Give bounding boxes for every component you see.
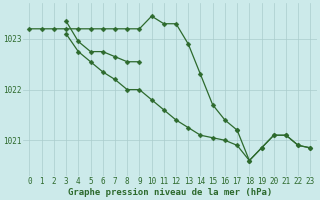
X-axis label: Graphe pression niveau de la mer (hPa): Graphe pression niveau de la mer (hPa) — [68, 188, 272, 197]
